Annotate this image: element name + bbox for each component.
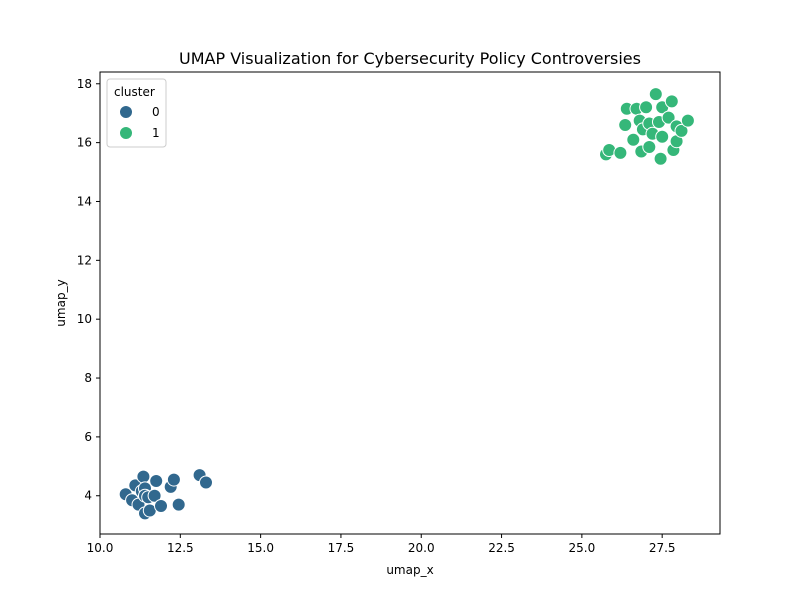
point-cluster-1-25: [680, 113, 695, 128]
point-cluster-1-12: [642, 140, 657, 154]
point-cluster-0-16: [171, 497, 186, 512]
point-cluster-1-2: [613, 145, 628, 160]
point-cluster-0-13: [154, 499, 168, 513]
legend-marker-0: [119, 105, 133, 119]
point-cluster-0-18: [199, 475, 213, 490]
legend-label-0: 0: [152, 105, 160, 119]
point-cluster-1-3: [618, 118, 633, 132]
point-cluster-1-10: [639, 100, 654, 115]
legend-title: cluster: [114, 85, 155, 99]
y-tick-label: 6: [84, 430, 92, 444]
x-tick-label: 20.0: [408, 541, 435, 555]
legend-marker-1: [119, 126, 133, 140]
y-tick-label: 8: [84, 371, 92, 385]
x-tick-label: 22.5: [488, 541, 515, 555]
point-cluster-1-16: [653, 151, 668, 166]
point-cluster-0-15: [166, 472, 181, 487]
y-axis: 4 6 8 10 12 14 16 18: [77, 77, 100, 503]
x-tick-label: 25.0: [569, 541, 596, 555]
point-cluster-0-12: [149, 474, 164, 488]
point-cluster-0-11: [147, 488, 162, 503]
point-cluster-1-20: [664, 94, 679, 109]
point-cluster-1-18: [655, 129, 670, 144]
x-tick-label: 17.5: [328, 541, 355, 555]
y-tick-label: 16: [77, 136, 92, 150]
legend-label-1: 1: [152, 126, 160, 140]
y-tick-label: 14: [77, 194, 92, 208]
x-axis: 10.0 12.5 15.0 17.5 20.0 22.5 25.0 27.5: [87, 534, 676, 555]
point-cluster-0-5: [136, 469, 151, 484]
points-layer: [118, 87, 695, 521]
x-tick-label: 15.0: [247, 541, 274, 555]
chart-title: UMAP Visualization for Cybersecurity Pol…: [179, 49, 641, 68]
y-tick-label: 10: [77, 312, 92, 326]
x-tick-label: 10.0: [87, 541, 114, 555]
x-tick-label: 12.5: [167, 541, 194, 555]
point-cluster-1-14: [648, 87, 663, 102]
x-tick-label: 27.5: [649, 541, 676, 555]
plot-frame: [99, 71, 721, 535]
y-tick-label: 18: [77, 77, 92, 91]
point-cluster-1-19: [661, 110, 676, 125]
legend: cluster 0 1: [106, 78, 167, 148]
y-tick-label: 4: [84, 489, 92, 503]
y-tick-label: 12: [77, 253, 92, 267]
point-cluster-1-5: [626, 132, 641, 147]
y-axis-label: umap_y: [54, 279, 68, 326]
point-cluster-1-24: [674, 123, 689, 138]
x-axis-label: umap_x: [386, 563, 433, 577]
